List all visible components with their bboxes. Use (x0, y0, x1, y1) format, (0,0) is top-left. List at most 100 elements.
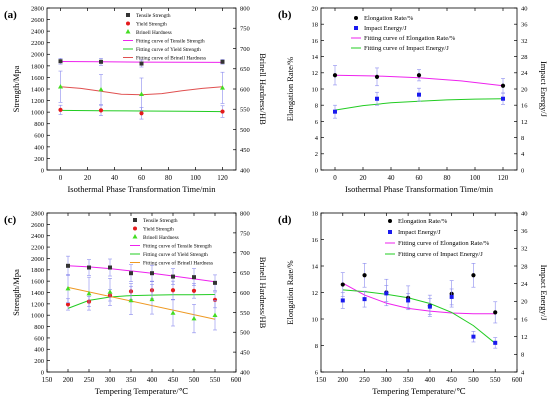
y-axis-label: Elongation Rate/% (285, 260, 295, 324)
y-tick-label: 2600 (31, 17, 44, 24)
x-tick-label: 40 (111, 174, 119, 182)
y2-tick-label: 750 (240, 26, 250, 33)
legend-label: Impact Energy/J (364, 25, 407, 32)
x-tick-label: 100 (470, 174, 481, 182)
y2-tick-label: 450 (240, 147, 250, 154)
x-tick-label: 200 (338, 376, 349, 384)
y2-axis-label: Brinell Hardness/HB (258, 53, 268, 125)
legend-label: Fitting curve of Yield Strength (136, 46, 201, 53)
data-point-circle (170, 288, 176, 293)
legend-label: Tensile Strength (143, 218, 178, 224)
y-tick-label: 1000 (31, 313, 44, 320)
y2-tick-label: 600 (240, 86, 250, 93)
data-point-square (493, 340, 498, 345)
y-tick-label: 0 (41, 167, 44, 174)
x-tick-label: 150 (42, 376, 53, 384)
panel-label: (d) (278, 214, 292, 226)
y-tick-label: 8 (315, 103, 318, 110)
legend-marker (354, 26, 358, 30)
y-tick-label: 400 (34, 347, 44, 354)
legend-marker (388, 219, 392, 223)
data-point-circle (374, 74, 380, 79)
legend-marker (132, 234, 138, 239)
y2-tick-label: 650 (240, 66, 250, 73)
y2-tick-label: 20 (521, 299, 528, 306)
y2-tick-label: 24 (521, 70, 528, 77)
data-point-triangle (149, 296, 155, 302)
x-tick-label: 550 (490, 376, 501, 384)
y2-tick-label: 32 (521, 38, 528, 45)
plot-frame (46, 212, 237, 373)
x-axis-label: Tempering Temperature/℃ (372, 386, 466, 396)
legend-label: Fitting curve of Elongation Rate/% (398, 240, 490, 247)
legend-marker (126, 21, 130, 26)
x-tick-label: 80 (444, 174, 452, 182)
y2-tick-label: 0 (521, 167, 524, 174)
x-tick-label: 350 (126, 376, 137, 384)
legend-label: Fitting curve of Tensile Strength (136, 38, 205, 45)
y-tick-label: 20 (312, 5, 319, 12)
x-axis-label: Isothermal Phase Transformation Time/min (67, 184, 216, 194)
data-point-triangle (107, 289, 113, 294)
legend-label: Fitting curve of Tensile Strength (143, 243, 212, 250)
legend-label: Elongation Rate/% (398, 218, 448, 225)
y-tick-label: 2200 (31, 40, 44, 47)
x-tick-label: 300 (381, 376, 392, 384)
fit-curve-2 (67, 294, 216, 309)
data-point-triangle (139, 91, 144, 97)
data-point-triangle (170, 310, 176, 315)
data-point-square (129, 271, 133, 276)
y-tick-label: 2 (315, 151, 318, 158)
y-tick-label: 18 (312, 210, 319, 217)
y-tick-label: 10 (312, 86, 319, 93)
y2-tick-label: 36 (521, 22, 528, 29)
legend-label: Fitting curve of Impact Energy/J (364, 45, 449, 52)
x-tick-label: 20 (360, 174, 368, 182)
y-tick-label: 1200 (31, 98, 44, 105)
legend-label: Tensile Strength (136, 13, 171, 19)
data-point-circle (98, 108, 104, 113)
y-tick-label: 400 (34, 144, 44, 151)
data-point-square (150, 271, 154, 276)
x-tick-label: 100 (190, 174, 201, 182)
y2-tick-label: 16 (521, 316, 528, 323)
y-tick-label: 1800 (31, 267, 44, 274)
y2-tick-label: 8 (521, 352, 524, 359)
data-point-circle (500, 83, 506, 88)
data-point-square (340, 298, 345, 303)
legend-marker (133, 218, 137, 222)
y2-tick-label: 40 (521, 210, 528, 217)
x-tick-label: 200 (63, 376, 74, 384)
data-point-circle (416, 73, 422, 78)
y-tick-label: 2600 (31, 222, 44, 229)
data-point-square (333, 109, 337, 114)
fit-curve-2 (342, 289, 496, 344)
legend-marker (354, 16, 358, 20)
fit-curve-1 (342, 282, 496, 315)
y-tick-label: 1400 (31, 86, 44, 93)
plot-frame (320, 212, 518, 373)
y-tick-label: 0 (315, 167, 318, 174)
data-point-square (375, 96, 379, 101)
y-tick-label: 2800 (31, 5, 44, 12)
y-tick-label: 0 (41, 369, 44, 376)
y2-tick-label: 28 (521, 54, 528, 61)
data-point-square (406, 298, 411, 303)
data-point-square (87, 265, 91, 270)
data-point-circle (493, 310, 498, 315)
data-point-square (449, 294, 454, 299)
x-tick-label: 20 (84, 174, 92, 182)
y2-axis-label: Impact Energy/J (539, 61, 549, 117)
y-tick-label: 2200 (31, 244, 44, 251)
data-point-square (417, 92, 421, 97)
data-point-triangle (86, 291, 92, 296)
data-point-triangle (212, 312, 218, 318)
x-tick-label: 400 (425, 376, 436, 384)
y2-tick-label: 450 (240, 350, 250, 357)
legend-label: Fitting curve of Brinell Hardness (136, 55, 206, 62)
legend-label: Fitting curve of Elongation Rate/% (364, 35, 456, 42)
legend-marker (125, 29, 131, 34)
y-tick-label: 2000 (31, 256, 44, 263)
panel-label: (c) (4, 214, 17, 226)
